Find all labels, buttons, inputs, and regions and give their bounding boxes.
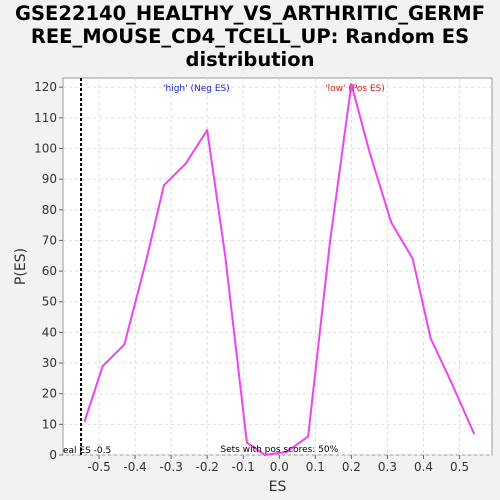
chart-title: GSE22140_HEALTHY_VS_ARTHRITIC_GERMF REE_… [0, 2, 500, 71]
x-tick-label: -0.5 [87, 460, 110, 474]
data-point [101, 365, 104, 368]
y-tick-label: 70 [42, 233, 57, 247]
y-tick-label: 0 [49, 448, 57, 462]
grid [63, 78, 492, 456]
chart-title-line-1: GSE22140_HEALTHY_VS_ARTHRITIC_GERMF [14, 2, 486, 25]
y-tick-label: 40 [42, 325, 57, 339]
data-point [285, 450, 288, 453]
y-tick-label: 60 [42, 264, 57, 278]
y-tick-label: 50 [42, 295, 57, 309]
data-point [83, 420, 86, 423]
y-tick-label: 100 [34, 141, 57, 155]
data-point [263, 454, 266, 456]
data-point [429, 337, 432, 340]
x-tick-label: -0.1 [232, 460, 255, 474]
real-es-label: eal ES -0.5 [63, 446, 111, 456]
data-point [368, 150, 371, 153]
data-point [350, 83, 353, 86]
y-tick-label: 20 [42, 387, 57, 401]
data-point [411, 257, 414, 260]
x-tick-label: 0.1 [306, 460, 325, 474]
y-tick-label: 10 [42, 417, 57, 431]
data-point [307, 435, 310, 438]
x-tick-label: 0.3 [378, 460, 397, 474]
y-tick-label: 110 [34, 111, 57, 125]
series [83, 83, 475, 456]
plot-area [62, 77, 493, 456]
y-axis: 0 10 20 30 40 50 60 70 80 90 100 110 120 [34, 80, 63, 462]
chart-title-line-2: REE_MOUSE_CD4_TCELL_UP: Random ES [30, 25, 470, 48]
series-line [83, 83, 475, 456]
x-axis: -0.5 -0.4 -0.3 -0.2 -0.1 0.0 0.1 0.2 0.3 0.4 0.5 [87, 455, 469, 474]
annotation-neg-es: 'high' (Neg ES) [163, 84, 230, 94]
data-point [224, 254, 227, 257]
chart-title-line-3: distribution [185, 48, 315, 71]
annotation-pos-es: 'low' (Pos ES) [325, 84, 385, 94]
pos-scores-footer: Sets with pos scores: 50% [220, 445, 338, 455]
data-point [162, 184, 165, 187]
data-point [245, 441, 248, 444]
x-axis-label: ES [269, 479, 287, 495]
x-tick-label: -0.4 [123, 460, 146, 474]
x-tick-label: 0.0 [270, 460, 289, 474]
y-tick-label: 30 [42, 356, 57, 370]
data-point [451, 383, 454, 386]
x-tick-label: 0.2 [342, 460, 361, 474]
y-tick-label: 120 [34, 80, 57, 94]
data-point [328, 242, 331, 245]
x-tick-label: 0.4 [414, 460, 433, 474]
y-tick-label: 90 [42, 172, 57, 186]
data-point [472, 432, 475, 435]
data-point [123, 343, 126, 346]
data-point [390, 221, 393, 224]
x-tick-label: -0.2 [195, 460, 218, 474]
x-tick-label: 0.5 [450, 460, 469, 474]
y-axis-label: P(ES) [13, 248, 29, 285]
data-point [144, 260, 147, 263]
data-point [206, 129, 209, 132]
x-tick-label: -0.3 [159, 460, 182, 474]
data-point [184, 162, 187, 165]
y-tick-label: 80 [42, 203, 57, 217]
